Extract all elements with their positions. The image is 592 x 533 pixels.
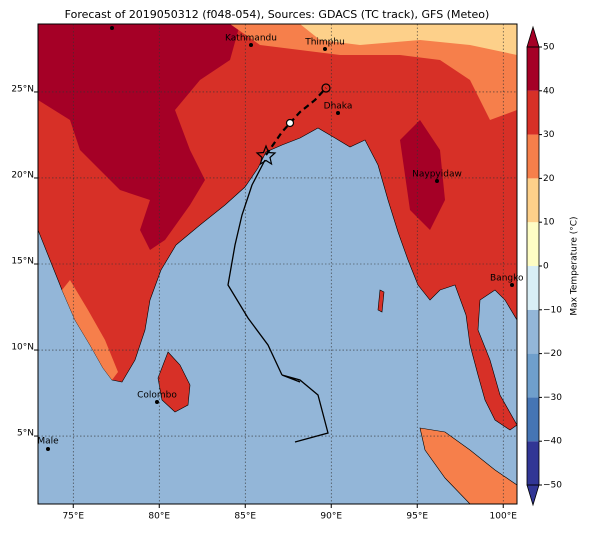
colorbar-segment — [527, 178, 539, 223]
cities: Kathmandu Thimphu Dhaka Naypyidaw Bangko… — [37, 34, 524, 451]
city-label: Thimphu — [304, 38, 345, 48]
colorbar-segment — [527, 441, 539, 485]
city-dot — [155, 400, 159, 404]
city-dot — [249, 43, 253, 47]
colorbar-segment — [527, 47, 539, 91]
colorbar-segment — [527, 222, 539, 266]
track-point — [321, 83, 331, 93]
y-tick-label: 15°N — [11, 257, 34, 267]
warm-area — [230, 24, 517, 120]
colorbar-tick-label: 50 — [543, 43, 555, 53]
city-label: Naypyidaw — [412, 170, 462, 180]
x-tick-label: 85°E — [234, 512, 256, 522]
city-label: Colombo — [137, 391, 177, 401]
city-dot — [46, 447, 50, 451]
colorbar-segment — [527, 397, 539, 442]
colorbar-segment — [527, 266, 539, 310]
y-tick-label: 5°N — [17, 429, 34, 439]
city-dot — [510, 283, 514, 287]
city-dot — [435, 179, 439, 183]
colorbar-tick-label: −30 — [543, 393, 562, 403]
city-dot — [336, 111, 340, 115]
city-dot — [323, 47, 327, 51]
x-tick-label: 80°E — [148, 512, 170, 522]
colorbar-label: Max Temperature (°C) — [570, 216, 580, 315]
colorbar-tick-label: −10 — [543, 305, 562, 315]
grid — [38, 24, 517, 504]
colorbar-tick-label: 20 — [543, 174, 555, 184]
colorbar-segment — [527, 353, 539, 398]
track-point — [285, 118, 295, 128]
hot-area — [400, 120, 445, 230]
colorbar-tick-label: 10 — [543, 218, 555, 228]
colorbar-tick-label: 30 — [543, 130, 555, 140]
sri-lanka — [157, 351, 191, 413]
city-dot — [110, 26, 114, 30]
x-tick-label: 90°E — [320, 512, 342, 522]
sumatra — [419, 427, 517, 504]
coast-area — [62, 280, 118, 380]
city-label: Kathmandu — [225, 34, 277, 44]
map: Kathmandu Thimphu Dhaka Naypyidaw Bangko… — [11, 23, 524, 522]
colorbar: −50 −40 −30 −20 −10 0 10 20 30 40 50 — [526, 25, 562, 507]
y-tick-label: 20°N — [11, 170, 34, 180]
city-label: Bangko — [490, 274, 524, 284]
colorbar-tick-label: −20 — [543, 349, 562, 359]
colorbar-tick-label: −50 — [543, 481, 562, 491]
colorbar-tick-label: 40 — [543, 86, 555, 96]
cool-area — [300, 24, 517, 55]
x-tick-label: 100°E — [490, 512, 518, 522]
x-tick-label: 75°E — [62, 512, 84, 522]
x-tick-label: 95°E — [406, 512, 428, 522]
colorbar-segment — [527, 90, 539, 135]
forecast-track — [265, 87, 327, 156]
colorbar-tick-label: 0 — [543, 262, 549, 272]
colorbar-segment — [527, 309, 539, 354]
colorbar-extend — [526, 25, 540, 48]
title: Forecast of 2019050312 (f048-054), Sourc… — [65, 8, 490, 21]
andaman — [377, 289, 385, 313]
track — [227, 159, 329, 443]
colorbar-extend — [526, 484, 540, 507]
y-tick-label: 10°N — [11, 343, 34, 353]
city-label: Male — [37, 437, 59, 447]
colorbar-segment — [527, 134, 539, 179]
colorbar-tick-label: −40 — [543, 437, 562, 447]
y-tick-label: 25°N — [11, 84, 34, 94]
city-label: Dhaka — [324, 102, 353, 112]
hot-area — [38, 24, 240, 250]
storm-position — [255, 144, 277, 166]
